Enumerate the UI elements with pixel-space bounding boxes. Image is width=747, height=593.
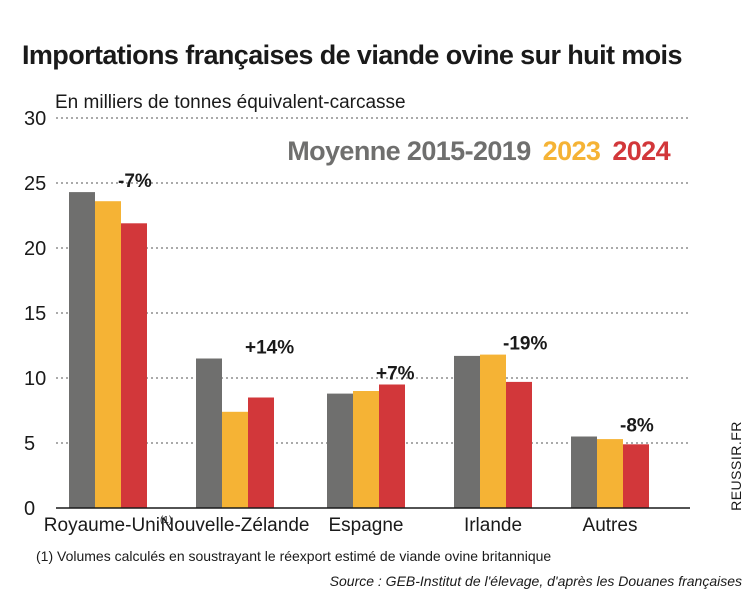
bar-autres-1	[597, 439, 623, 508]
y-tick-label: 15	[24, 303, 46, 325]
data-label: +14%	[245, 338, 294, 359]
footnote: (1) Volumes calculés en soustrayant le r…	[36, 548, 551, 564]
data-label: -7%	[118, 171, 152, 192]
y-tick-label: 0	[24, 498, 35, 520]
bar-nouvelle-z-lande-1	[222, 411, 248, 508]
bar-royaume-uni-2	[121, 223, 147, 509]
bar-irlande-0	[454, 355, 480, 508]
x-tick-label: Autres	[583, 515, 638, 536]
bar-nouvelle-z-lande-0	[196, 358, 222, 508]
legend-item: 2023	[543, 136, 601, 166]
legend-item: 2024	[612, 136, 670, 166]
bars	[69, 192, 649, 509]
bar-royaume-uni-1	[95, 201, 121, 508]
bar-irlande-2	[506, 381, 532, 508]
bar-royaume-uni-0	[69, 192, 95, 508]
y-tick-label: 10	[24, 368, 46, 390]
y-axis-ticks: 0 5 10 15 20 25 30	[24, 108, 46, 520]
bar-espagne-2	[379, 384, 405, 508]
x-axis-ticks: Royaume-Uni(1)Nouvelle-Zélande Espagne Irl…	[44, 515, 638, 536]
bar-irlande-1	[480, 354, 506, 508]
x-tick-label: Nouvelle-Zélande	[161, 515, 310, 536]
y-tick-label: 25	[24, 173, 46, 195]
bar-nouvelle-z-lande-2	[248, 397, 274, 508]
x-tick-label: Espagne	[328, 515, 403, 536]
chart-title: Importations françaises de viande ovine …	[22, 40, 682, 70]
bar-autres-0	[571, 436, 597, 508]
legend-item: Moyenne 2015-2019	[287, 136, 531, 166]
data-label: -19%	[503, 334, 547, 355]
source-note: Source : GEB-Institut de l'élevage, d'ap…	[330, 573, 742, 589]
data-labels: -7% +14% +7% -19% -8%	[118, 171, 654, 436]
legend: Moyenne 2015-2019 2023 2024	[287, 136, 670, 166]
y-tick-label: 30	[24, 108, 46, 130]
bar-espagne-1	[353, 391, 379, 508]
x-tick-label: Royaume-Uni(1)	[44, 515, 172, 536]
data-label: -8%	[620, 416, 654, 437]
chart-subtitle: En milliers de tonnes équivalent-carcass…	[55, 92, 406, 113]
brand-watermark: REUSSIR.FR	[728, 421, 744, 511]
bar-espagne-0	[327, 393, 353, 508]
x-tick-label: Irlande	[464, 515, 522, 536]
y-tick-label: 5	[24, 433, 35, 455]
data-label: +7%	[376, 364, 415, 385]
y-tick-label: 20	[24, 238, 46, 260]
bar-autres-2	[623, 444, 649, 508]
